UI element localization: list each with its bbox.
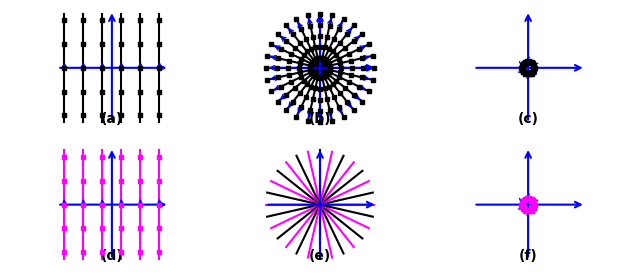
Text: (c): (c) xyxy=(518,112,539,126)
Text: (b): (b) xyxy=(308,112,332,126)
Text: (f): (f) xyxy=(519,249,538,263)
Text: (e): (e) xyxy=(309,249,331,263)
Text: (a): (a) xyxy=(100,112,123,126)
Text: (d): (d) xyxy=(100,249,124,263)
